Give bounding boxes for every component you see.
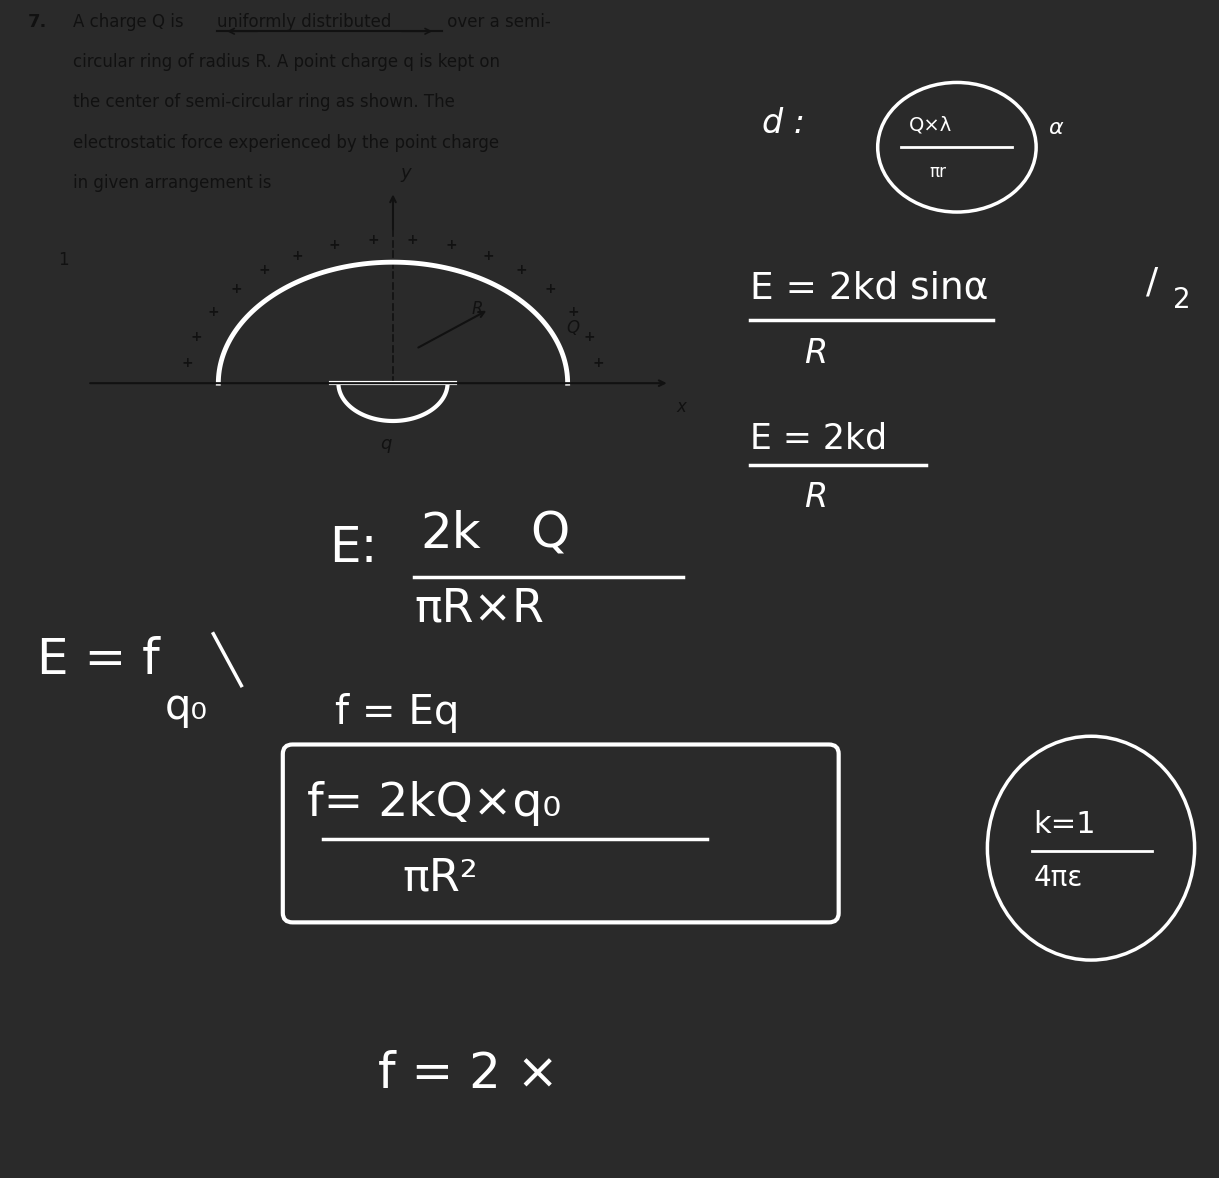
Text: y: y bbox=[400, 164, 411, 181]
Text: +: + bbox=[567, 305, 579, 318]
Text: circular ring of radius R. A point charge q is kept on: circular ring of radius R. A point charg… bbox=[73, 53, 500, 71]
Text: R: R bbox=[472, 299, 483, 318]
Text: x: x bbox=[677, 398, 686, 416]
Text: E = f: E = f bbox=[37, 636, 160, 683]
Text: electrostatic force experienced by the point charge: electrostatic force experienced by the p… bbox=[73, 133, 499, 152]
Text: /: / bbox=[1146, 266, 1158, 299]
Text: πR×R: πR×R bbox=[414, 587, 545, 631]
Text: 2: 2 bbox=[1173, 286, 1190, 315]
Text: Q: Q bbox=[530, 510, 569, 557]
Text: E = 2kd: E = 2kd bbox=[750, 422, 886, 455]
Text: Q: Q bbox=[566, 319, 579, 337]
Text: in given arrangement is: in given arrangement is bbox=[73, 174, 272, 192]
Text: +: + bbox=[446, 238, 457, 252]
Text: +: + bbox=[329, 238, 340, 252]
Text: πR²: πR² bbox=[402, 856, 478, 899]
Text: +: + bbox=[191, 330, 202, 344]
Text: 1: 1 bbox=[59, 251, 68, 269]
Text: f = Eq: f = Eq bbox=[335, 693, 460, 733]
Text: +: + bbox=[207, 305, 219, 318]
Text: the center of semi-circular ring as shown. The: the center of semi-circular ring as show… bbox=[73, 93, 455, 111]
Text: d :: d : bbox=[762, 107, 805, 140]
Text: +: + bbox=[367, 233, 379, 247]
Text: α: α bbox=[1048, 118, 1063, 138]
Text: A charge Q is: A charge Q is bbox=[73, 13, 183, 31]
Text: +: + bbox=[592, 356, 605, 370]
Text: πr: πr bbox=[929, 163, 946, 181]
Text: R: R bbox=[805, 481, 828, 514]
Text: f = 2 ×: f = 2 × bbox=[378, 1051, 558, 1098]
Text: +: + bbox=[544, 283, 556, 297]
Text: 4πε: 4πε bbox=[1034, 863, 1084, 892]
Text: E:: E: bbox=[329, 524, 378, 571]
Text: +: + bbox=[584, 330, 595, 344]
Text: +: + bbox=[291, 249, 304, 263]
Text: +: + bbox=[516, 264, 528, 277]
Text: +: + bbox=[258, 264, 271, 277]
Text: uniformly distributed: uniformly distributed bbox=[217, 13, 391, 31]
Text: q₀: q₀ bbox=[165, 686, 207, 728]
Text: q: q bbox=[380, 435, 391, 452]
Text: 7.: 7. bbox=[28, 13, 48, 31]
Text: over a semi-: over a semi- bbox=[442, 13, 551, 31]
Text: +: + bbox=[483, 249, 494, 263]
Text: +: + bbox=[407, 233, 418, 247]
Text: k=1: k=1 bbox=[1034, 810, 1096, 839]
Text: Q×λ: Q×λ bbox=[909, 115, 952, 134]
Text: E = 2kd sinα: E = 2kd sinα bbox=[750, 271, 989, 306]
Text: R: R bbox=[805, 337, 828, 370]
Text: +: + bbox=[182, 356, 194, 370]
Text: 2k: 2k bbox=[421, 510, 482, 557]
Text: f= 2kQ×q₀: f= 2kQ×q₀ bbox=[307, 781, 562, 826]
Text: +: + bbox=[230, 283, 241, 297]
